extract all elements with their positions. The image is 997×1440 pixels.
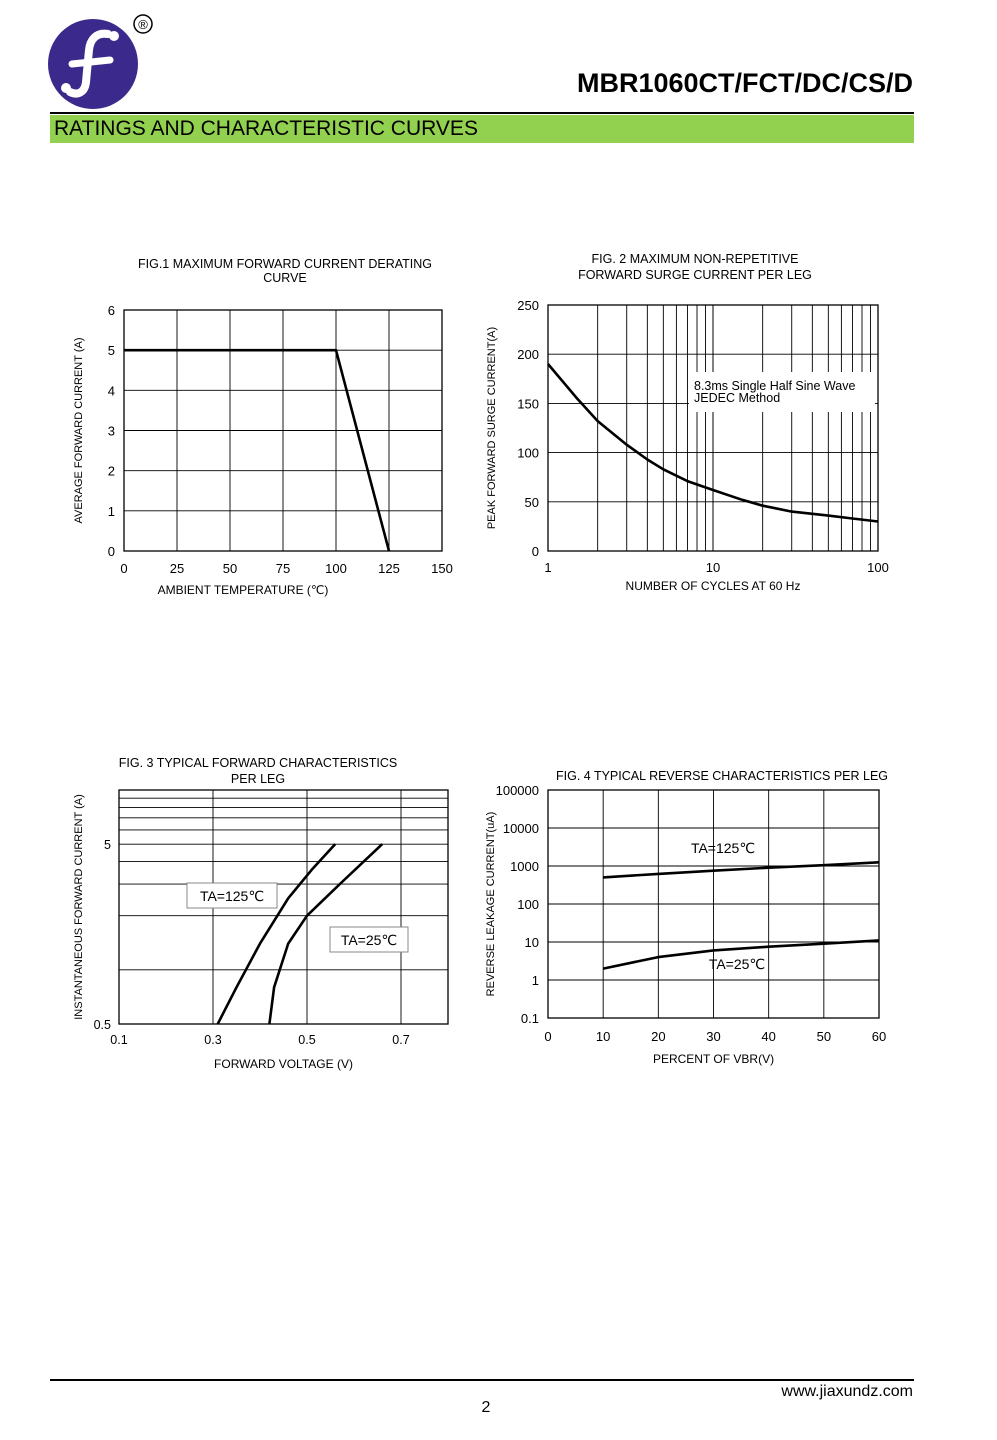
- y-tick-label: 0.5: [94, 1018, 111, 1032]
- x-tick-label: 75: [276, 561, 290, 576]
- x-tick-label: 0.3: [204, 1033, 221, 1047]
- y-tick-label: 50: [525, 495, 539, 510]
- part-number-title: MBR1060CT/FCT/DC/CS/D: [576, 68, 913, 98]
- y-tick-label: 1000: [510, 859, 539, 874]
- series-line-0: [216, 843, 337, 1025]
- x-tick-label: 30: [706, 1029, 720, 1044]
- y-tick-label: 250: [517, 298, 539, 313]
- x-axis-label: FORWARD VOLTAGE (V): [214, 1057, 353, 1071]
- x-tick-label: 25: [170, 561, 184, 576]
- plot-frame: [118, 789, 449, 1025]
- y-tick-label: 10000: [503, 821, 539, 836]
- x-tick-label: 10: [706, 560, 720, 575]
- series-label: TA=125℃: [200, 888, 264, 904]
- x-tick-label: 50: [817, 1029, 831, 1044]
- company-logo-icon: ®: [48, 14, 153, 109]
- section-bar: RATINGS AND CHARACTERISTIC CURVES: [50, 115, 914, 143]
- y-tick-label: 1: [108, 504, 115, 519]
- y-axis-label: PEAK FORWARD SURGE CURRENT(A): [486, 327, 498, 529]
- chart-title: CURVE: [263, 271, 307, 285]
- y-tick-label: 100: [517, 446, 539, 461]
- y-tick-label: 2: [108, 464, 115, 479]
- plot-frame: [123, 309, 443, 552]
- annotation-box: [689, 372, 875, 412]
- y-tick-label: 5: [104, 838, 111, 852]
- registered-mark: ®: [138, 17, 148, 32]
- section-title: RATINGS AND CHARACTERISTIC CURVES: [54, 117, 478, 140]
- x-tick-label: 100: [867, 560, 889, 575]
- y-tick-label: 0: [532, 544, 539, 559]
- x-tick-label: 0.1: [110, 1033, 127, 1047]
- series-line-0: [124, 348, 391, 552]
- x-tick-label: 0.5: [298, 1033, 315, 1047]
- series-label-box: [329, 926, 409, 953]
- footer-rule: [50, 1379, 914, 1381]
- chart-title: FIG. 4 TYPICAL REVERSE CHARACTERISTICS P…: [556, 769, 888, 783]
- series-label-box: [186, 882, 278, 909]
- y-tick-label: 5: [108, 343, 115, 358]
- x-tick-label: 10: [596, 1029, 610, 1044]
- x-tick-label: 60: [872, 1029, 886, 1044]
- annotation-line-1: 8.3ms Single Half Sine Wave: [694, 379, 855, 393]
- series-line-0: [547, 363, 879, 523]
- y-tick-label: 200: [517, 347, 539, 362]
- y-axis-label: INSTANTANEOUS FORWARD CURRENT (A): [73, 794, 85, 1020]
- y-tick-label: 100000: [496, 783, 539, 798]
- x-tick-label: 0: [120, 561, 127, 576]
- y-tick-label: 150: [517, 396, 539, 411]
- y-tick-label: 4: [108, 383, 115, 398]
- x-tick-label: 0.7: [392, 1033, 409, 1047]
- series-label: TA=125℃: [691, 840, 755, 856]
- registered-mark-icon: [133, 14, 153, 34]
- y-tick-label: 6: [108, 303, 115, 318]
- y-tick-label: 100: [517, 897, 539, 912]
- x-tick-label: 100: [325, 561, 347, 576]
- x-tick-label: 150: [431, 561, 453, 576]
- x-tick-label: 1: [544, 560, 551, 575]
- header-rule: [50, 112, 914, 114]
- y-axis-label: AVERAGE FORWARD CURRENT (A): [73, 338, 85, 524]
- y-tick-label: 0.1: [521, 1011, 539, 1026]
- x-tick-label: 0: [544, 1029, 551, 1044]
- x-axis-label: AMBIENT TEMPERATURE (℃): [158, 583, 329, 597]
- series-label: TA=25℃: [341, 932, 397, 948]
- y-tick-label: 10: [525, 935, 539, 950]
- y-axis-label: REVERSE LEAKAGE CURRENT(uA): [485, 812, 497, 997]
- series-line-1: [268, 843, 384, 1025]
- chart-title: FIG.1 MAXIMUM FORWARD CURRENT DERATING: [138, 257, 432, 271]
- y-tick-label: 3: [108, 424, 115, 439]
- annotation-line-2: JEDEC Method: [694, 391, 780, 405]
- series-line-0: [603, 861, 880, 879]
- website-link[interactable]: www.jiaxundz.com: [781, 1383, 913, 1400]
- chart-title: FORWARD SURGE CURRENT PER LEG: [578, 268, 812, 282]
- series-label: TA=25℃: [709, 956, 765, 972]
- x-tick-label: 20: [651, 1029, 665, 1044]
- chart-title: FIG. 3 TYPICAL FORWARD CHARACTERISTICS: [119, 756, 398, 770]
- y-tick-label: 1: [532, 973, 539, 988]
- x-tick-label: 40: [761, 1029, 775, 1044]
- series-line-1: [602, 939, 880, 970]
- plot-frame: [547, 304, 879, 552]
- x-axis-label: PERCENT OF VBR(V): [653, 1052, 774, 1066]
- x-axis-label: NUMBER OF CYCLES AT 60 Hz: [626, 579, 801, 593]
- page-number: 2: [481, 1399, 491, 1416]
- x-tick-label: 50: [223, 561, 237, 576]
- chart-title: FIG. 2 MAXIMUM NON-REPETITIVE: [592, 252, 799, 266]
- x-tick-label: 125: [378, 561, 400, 576]
- plot-frame: [547, 789, 880, 1019]
- chart-title: PER LEG: [231, 772, 285, 786]
- y-tick-label: 0: [108, 544, 115, 559]
